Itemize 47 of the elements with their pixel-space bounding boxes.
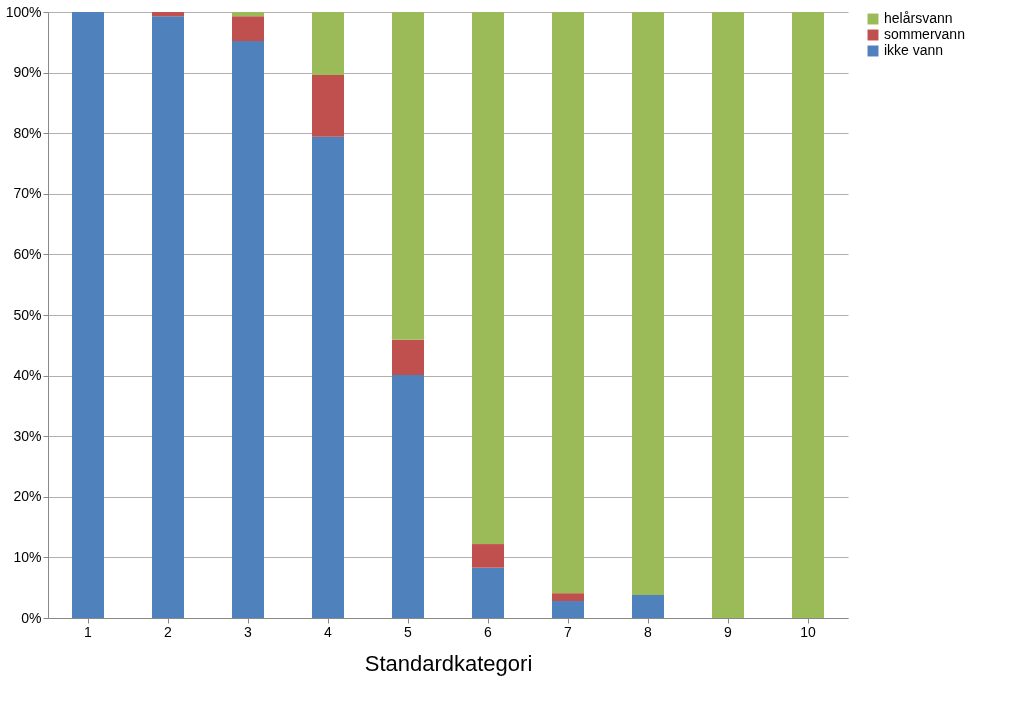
bar bbox=[712, 12, 744, 618]
y-tick-label: 10% bbox=[13, 548, 42, 565]
bar bbox=[312, 136, 344, 618]
bar bbox=[232, 16, 264, 42]
y-tick-label: 60% bbox=[13, 245, 42, 262]
x-tick-label: 3 bbox=[244, 623, 253, 640]
bar bbox=[232, 12, 264, 17]
y-tick-label: 50% bbox=[13, 306, 42, 323]
legend-label: helårsvann bbox=[884, 10, 953, 26]
x-tick-label: 9 bbox=[724, 623, 733, 640]
bar bbox=[392, 12, 424, 340]
x-tick-label: 2 bbox=[164, 623, 173, 640]
bar bbox=[472, 544, 504, 568]
x-tick-label: 10 bbox=[800, 623, 816, 640]
bar bbox=[792, 12, 824, 618]
bar bbox=[472, 567, 504, 618]
bar bbox=[312, 75, 344, 137]
bar bbox=[72, 12, 104, 618]
bar bbox=[152, 12, 184, 17]
bar bbox=[312, 12, 344, 76]
bar bbox=[552, 601, 584, 618]
y-tick-label: 90% bbox=[13, 64, 42, 81]
x-tick-label: 1 bbox=[84, 623, 93, 640]
bar bbox=[552, 593, 584, 602]
x-tick-label: 7 bbox=[564, 623, 573, 640]
x-tick-label: 4 bbox=[324, 623, 333, 640]
x-axis-title: Standardkategori bbox=[364, 650, 533, 676]
bar bbox=[232, 41, 264, 618]
bar bbox=[472, 12, 504, 545]
bar bbox=[552, 12, 584, 594]
y-tick-label: 100% bbox=[5, 3, 42, 20]
y-tick-label: 30% bbox=[13, 427, 42, 444]
bar bbox=[632, 12, 664, 595]
bar bbox=[152, 16, 184, 618]
x-tick-label: 8 bbox=[644, 623, 653, 640]
bar bbox=[632, 594, 664, 618]
y-tick-label: 80% bbox=[13, 124, 42, 141]
y-tick-label: 70% bbox=[13, 185, 42, 202]
y-tick-label: 0% bbox=[21, 609, 42, 626]
legend-label: ikke vann bbox=[884, 42, 944, 58]
x-tick-label: 6 bbox=[484, 623, 493, 640]
bar bbox=[392, 374, 424, 618]
x-tick-label: 5 bbox=[404, 623, 413, 640]
bar bbox=[392, 339, 424, 375]
y-tick-label: 20% bbox=[13, 488, 42, 505]
legend-label: sommervann bbox=[884, 26, 965, 42]
y-tick-label: 40% bbox=[13, 367, 42, 384]
